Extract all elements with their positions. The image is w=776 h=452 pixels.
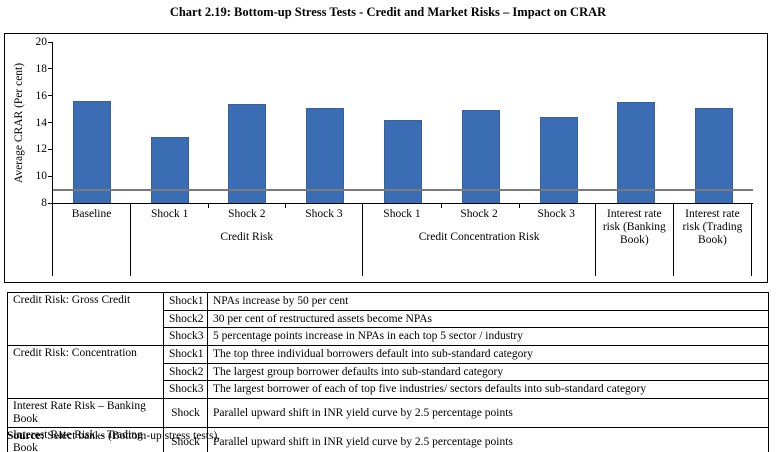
risk-category-cell: Interest Rate Risk – Trading Book [7,427,164,452]
category-label: Shock 3 [305,208,343,220]
category-tick [518,203,520,208]
chart-title: Chart 2.19: Bottom-up Stress Tests - Cre… [169,5,607,19]
risk-category-cell: Interest Rate Risk – Banking Book [7,398,164,429]
category-label-row: Interest rate risk (Trading Book) [674,203,751,247]
risk-category-cell: Credit Risk: Concentration [7,345,164,400]
y-tick-mark [48,122,53,123]
y-tick-mark [48,68,53,70]
category-label: Interest rate risk (Trading Book) [682,208,743,246]
risk-category-cell: Credit Risk: Gross Credit [7,291,164,347]
stress-test-table: Credit Risk: Gross Credit Shock1 NPAs incr… [7,291,769,452]
shock-description-cell: Parallel upward shift in INR yield curve… [207,427,769,452]
source-note: Source: Select banks (Bottom-up stress t… [7,430,220,442]
category-tick [440,203,442,208]
y-tick-label: 10 [35,170,48,183]
y-tick-label: 18 [35,62,48,75]
category-tick [285,203,287,208]
category-tick [207,203,209,208]
table-row: Credit Risk: Gross Credit Shock1 NPAs incr… [7,291,769,347]
y-tick-mark [48,175,53,177]
category-label-row: Shock 1 Shock 2 Shock 3 [363,203,594,221]
axis-group: Interest rate risk (Banking Book) [596,203,674,276]
table-row: Shock3 5 percentage points increase in NP… [8,327,769,347]
group-label: Credit Concentration Risk [418,231,540,243]
bar [461,110,500,203]
y-tick-mark [48,41,53,43]
category-label: Shock 2 [460,208,498,220]
x-axis-labels: Baseline Shock 1 Shock 2 Shock 3 Credit Risk… [52,203,752,276]
table-row: Interest Rate Risk – Trading Book Shock Pa… [7,427,769,452]
bar [617,102,656,203]
bar [150,137,189,203]
shock-description-cell: The largest borrower of each of top five… [207,380,769,400]
category-label: Shock 3 [537,208,575,220]
category-label-row: Shock 1 Shock 2 Shock 3 [131,203,362,221]
shock-cell: Shock1 [163,345,208,364]
y-tick-label: 14 [35,116,48,129]
axis-group: Shock 1 Shock 2 Shock 3 Credit Risk [131,203,364,276]
category-label: Shock 1 [150,208,189,220]
axis-group: Shock 1 Shock 2 Shock 3 Credit Concentratio… [363,203,596,276]
source-label: Source: [7,430,45,442]
table-row: Credit Risk: Concentration Shock1 The top … [7,345,769,400]
group-label: Credit Risk [220,231,274,243]
y-tick-label: 16 [35,89,48,102]
shock-cell: Shock [163,398,208,429]
table-row: Shock2 The largest group borrower default… [8,362,769,382]
shock-description-cell: Parallel upward shift in INR yield curve… [207,398,769,429]
table-row: Shock3 The largest borrower of each of to… [8,380,769,400]
shock-description-cell: The largest group borrower defaults into… [207,362,769,382]
shock-description-cell: The top three individual borrowers defau… [207,345,769,364]
category-label: Shock 2 [228,208,266,220]
category-label: Shock 1 [383,208,421,220]
shock-cell: Shock2 [163,362,208,382]
shock-cell: Shock3 [163,380,208,400]
y-tick-mark [48,202,53,204]
category-label-row: Baseline [53,203,130,221]
shock-description-cell: 30 per cent of restructured assets becom… [207,309,769,329]
axis-group: Interest rate risk (Trading Book) [674,203,751,276]
reference-line-9pct [53,188,753,191]
category-label-row: Interest rate risk (Banking Book) [596,203,673,247]
table-row: Interest Rate Risk – Banking Book Shock Pa… [7,398,769,429]
y-tick-mark [48,95,53,97]
chart-box: Average CRAR (Per cent) 8 10 12 14 16 18 20 Ba… [4,33,768,283]
bar [72,101,111,203]
shock-cell: Shock1 [163,292,208,311]
plot-area: 8 10 12 14 16 18 20 [36,36,753,209]
shock-cell: Shock3 [163,327,208,347]
y-tick-label: 20 [35,36,48,48]
shock-description-cell: NPAs increase by 50 per cent [207,292,769,311]
y-tick-label: 8 [41,197,47,209]
y-tick-label: 12 [35,143,48,156]
shock-cell: Shock2 [163,309,208,329]
axis-group: Baseline [53,203,132,276]
shock-cell: Shock [163,427,208,452]
shock-description-cell: 5 percentage points increase in NPAs in … [207,327,769,347]
bar [695,107,734,203]
y-tick-mark [48,148,53,150]
bar [228,103,267,203]
bar [306,107,345,203]
stress-table-body: Credit Risk: Gross Credit Shock1 NPAs incr… [7,291,769,452]
category-label: Baseline [71,208,112,220]
source-text: Select banks (Bottom-up stress tests). [44,430,221,442]
category-label: Interest rate risk (Banking Book) [602,208,666,246]
